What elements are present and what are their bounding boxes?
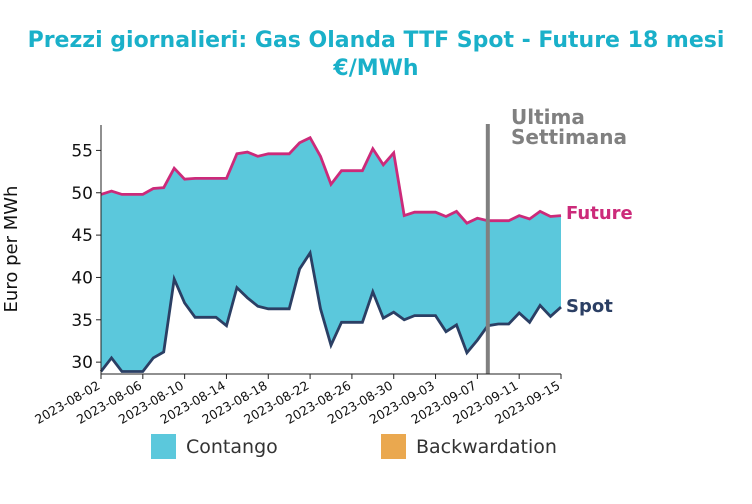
- chart-subtitle: €/MWh: [332, 56, 418, 81]
- x-axis: 2023-08-022023-08-062023-08-102023-08-14…: [32, 373, 563, 427]
- y-axis: 30 35 40 45 50 55: [71, 125, 102, 374]
- contango-fill-area: [101, 137, 561, 372]
- y-axis-label: Euro per MWh: [1, 186, 22, 313]
- y-tick-label: 35: [71, 311, 93, 331]
- last-week-label-line1: Ultima: [511, 105, 585, 129]
- legend-label-contango: Contango: [186, 436, 278, 458]
- y-tick-label: 45: [71, 226, 93, 246]
- chart-title: Prezzi giornalieri: Gas Olanda TTF Spot …: [28, 28, 725, 53]
- spot-series-line: [99, 249, 562, 373]
- legend-label-backwardation: Backwardation: [416, 436, 557, 458]
- y-tick-label: 50: [71, 184, 93, 204]
- spot-series-label: Spot: [566, 296, 613, 317]
- legend-swatch-backwardation: [381, 434, 406, 459]
- y-tick-label: 55: [71, 141, 93, 161]
- future-series-label: Future: [566, 203, 633, 224]
- future-series-line: [100, 135, 562, 225]
- plot-area: [99, 124, 562, 374]
- legend-swatch-contango: [151, 434, 176, 459]
- y-tick-label: 40: [71, 268, 93, 288]
- legend: Contango Backwardation: [151, 434, 557, 459]
- y-tick-label: 30: [71, 353, 93, 373]
- last-week-label-line2: Settimana: [511, 125, 627, 149]
